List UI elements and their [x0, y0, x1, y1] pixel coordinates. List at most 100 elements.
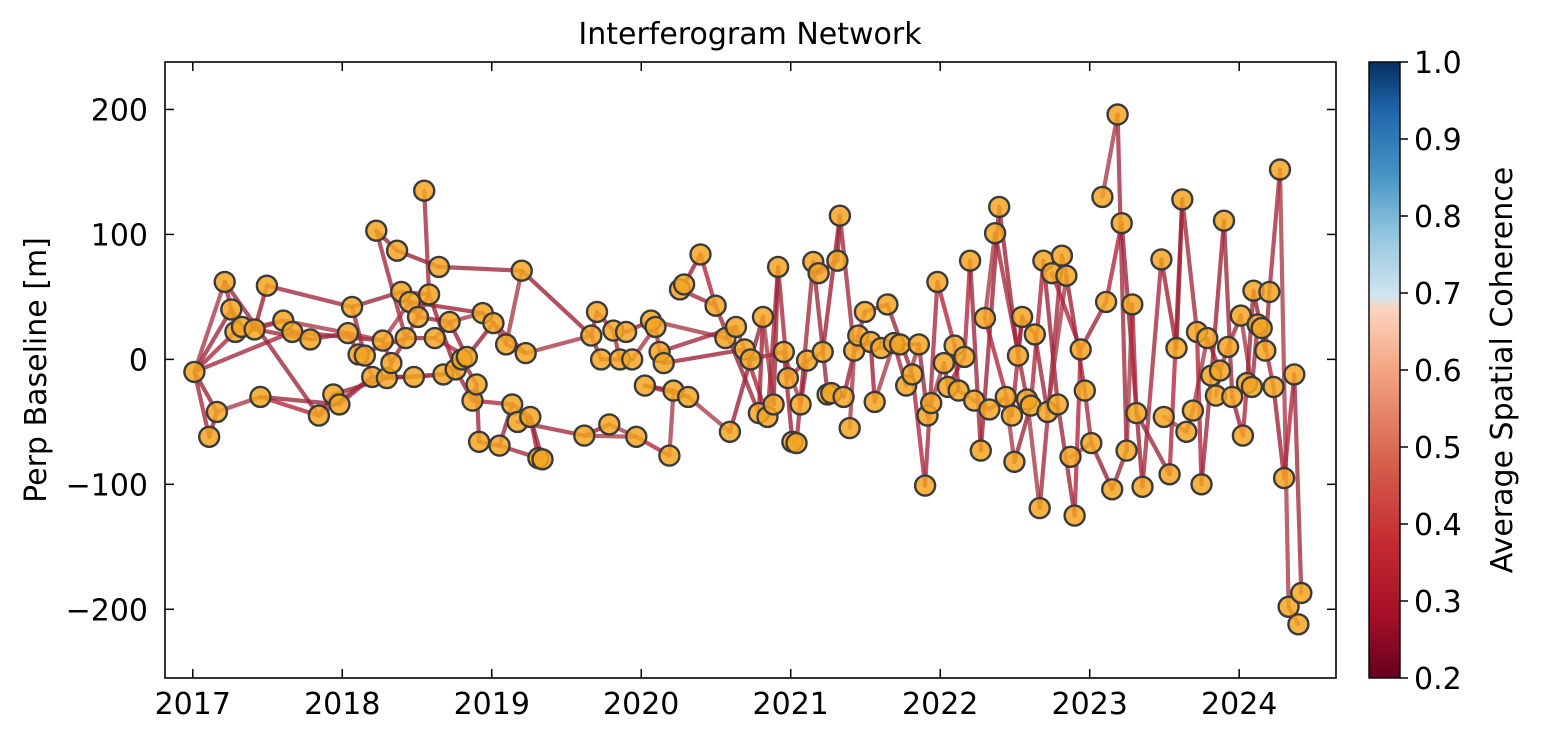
pair-line — [264, 283, 355, 309]
acquisition-point — [807, 262, 830, 285]
acquisition-point — [718, 420, 742, 443]
acquisition-point — [394, 326, 417, 350]
pair-line — [192, 307, 234, 374]
acquisition-point — [1231, 424, 1255, 447]
pair-line — [1180, 197, 1200, 334]
acquisition-point — [514, 341, 537, 365]
acquisition-point — [832, 385, 855, 409]
pair-line — [1100, 112, 1120, 199]
chart-title: Interferogram Network — [578, 17, 922, 52]
acquisition-point — [598, 413, 621, 436]
x-tick-label: 2020 — [603, 687, 679, 722]
acquisition-point — [932, 351, 956, 375]
acquisition-point — [913, 474, 937, 497]
acquisition-point — [1055, 264, 1078, 287]
colorbar-tick-label: 0.9 — [1414, 123, 1462, 158]
acquisition-point — [863, 390, 886, 414]
acquisition-point — [1110, 211, 1133, 235]
acquisition-point — [1091, 185, 1114, 209]
pair-line — [1032, 332, 1050, 414]
acquisition-point — [973, 306, 997, 330]
acquisition-point — [482, 311, 505, 335]
acquisition-point — [1063, 504, 1086, 527]
acquisition-point — [1272, 466, 1296, 490]
colorbar-tick-label: 1.0 — [1414, 46, 1462, 81]
acquisition-point — [488, 434, 511, 457]
x-tick-label: 2024 — [1201, 687, 1277, 722]
pair-line — [523, 333, 594, 356]
acquisition-point — [1212, 209, 1236, 232]
acquisition-point — [580, 324, 603, 347]
y-tick-label: −100 — [66, 468, 148, 503]
x-tick-label: 2017 — [155, 687, 231, 722]
acquisition-point — [183, 360, 206, 384]
colorbar-axis: 1.0 0.9 0.8 0.7 0.6 0.5 0.4 0.3 0.2 — [1400, 46, 1462, 697]
acquisition-point — [1216, 335, 1240, 359]
x-tick-label: 2022 — [902, 687, 978, 722]
colorbar-tick-label: 0.4 — [1414, 508, 1462, 543]
acquisition-point — [1150, 248, 1173, 271]
acquisition-point — [423, 326, 446, 350]
pair-line — [1244, 288, 1256, 386]
acquisition-point — [465, 373, 488, 396]
x-tick-label: 2018 — [304, 687, 380, 722]
acquisition-point — [1125, 401, 1148, 425]
pair-line — [756, 314, 766, 416]
acquisition-point — [197, 425, 221, 448]
acquisition-point — [353, 344, 376, 367]
acquisition-point — [762, 393, 785, 416]
acquisition-point — [380, 351, 403, 375]
acquisition-point — [633, 374, 657, 397]
colorbar-tick-label: 0.7 — [1414, 277, 1462, 312]
acquisition-point — [789, 393, 812, 416]
acquisition-point — [1028, 496, 1051, 520]
acquisition-point — [243, 318, 266, 341]
acquisition-point — [1131, 475, 1154, 498]
colorbar-label: Average Spatial Coherence — [1485, 167, 1520, 573]
acquisition-point — [953, 345, 976, 369]
acquisition-point — [969, 439, 992, 462]
acquisition-point — [920, 391, 943, 415]
x-axis: 2017 2018 2019 2020 2021 2022 2023 2024 — [155, 62, 1277, 722]
pair-line — [1140, 257, 1164, 489]
acquisition-point — [585, 300, 609, 324]
acquisition-point — [1158, 463, 1181, 486]
pair-line — [1292, 372, 1304, 596]
acquisition-point — [531, 448, 554, 471]
pair-line — [982, 231, 998, 321]
acquisition-point — [573, 424, 596, 447]
acquisition-point — [1290, 581, 1313, 605]
acquisition-point — [417, 283, 441, 306]
acquisition-point — [988, 195, 1011, 219]
acquisition-point — [1000, 404, 1024, 427]
acquisition-point — [614, 320, 638, 344]
pair-line — [1174, 197, 1185, 351]
acquisition-point — [621, 348, 644, 371]
acquisition-point — [220, 298, 243, 321]
acquisition-point — [1283, 363, 1306, 386]
acquisition-point — [1181, 399, 1205, 422]
colorbar-tick-label: 0.5 — [1414, 431, 1462, 466]
acquisition-point — [838, 416, 861, 440]
acquisition-point — [1196, 326, 1219, 350]
acquisition-point — [299, 328, 322, 351]
pair-line — [192, 329, 295, 374]
pair-line — [504, 268, 524, 347]
acquisition-point — [689, 243, 712, 266]
acquisition-point — [826, 249, 849, 272]
acquisition-point — [926, 270, 949, 294]
acquisition-point — [672, 273, 696, 296]
acquisition-point — [589, 348, 613, 371]
pair-line — [1281, 372, 1297, 481]
acquisition-point — [1121, 293, 1144, 316]
acquisition-point — [1006, 344, 1030, 367]
acquisition-point — [1010, 305, 1034, 329]
acquisition-point — [336, 321, 360, 345]
pair-line — [519, 268, 594, 338]
acquisition-point — [213, 270, 236, 294]
acquisition-point — [1287, 613, 1310, 636]
colorbar-tick-label: 0.2 — [1414, 662, 1462, 697]
acquisition-point — [1100, 478, 1124, 501]
acquisition-point — [1152, 405, 1176, 429]
